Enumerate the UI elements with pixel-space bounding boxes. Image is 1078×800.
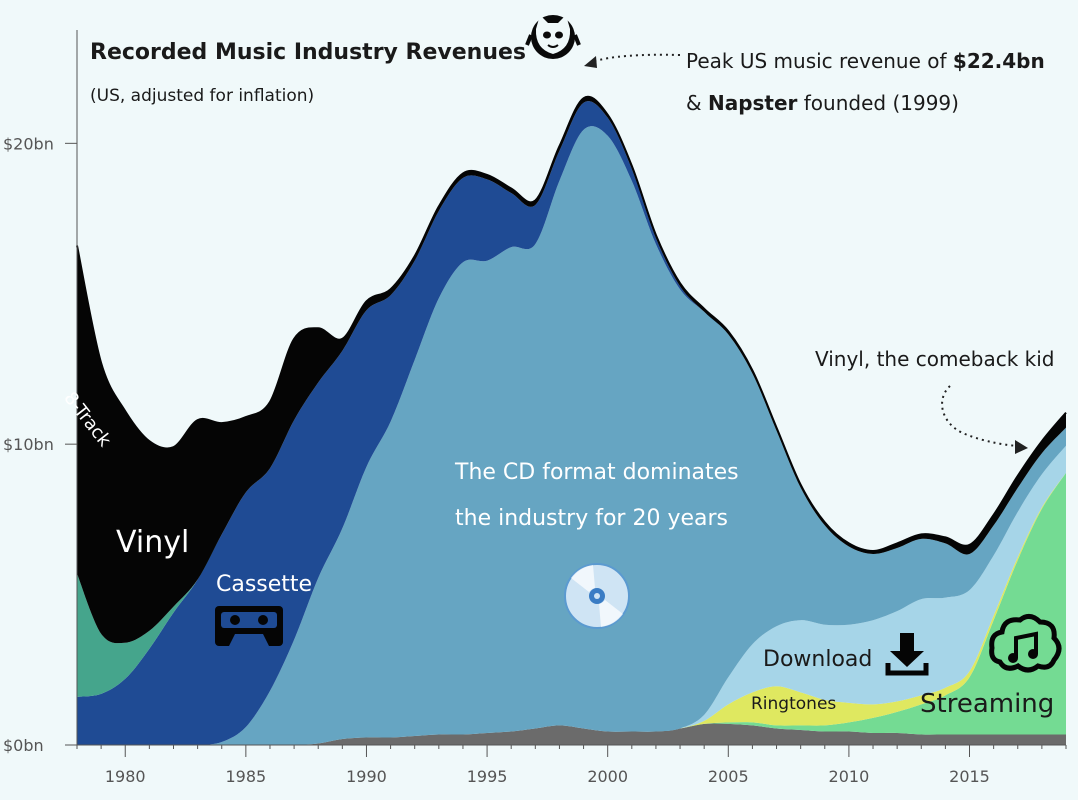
peak-annotation: Peak US music revenue of $22.4bn & Napst… (686, 40, 1045, 124)
compact-disc-icon (564, 563, 630, 629)
x-tick-label: 2005 (708, 767, 749, 786)
area-label-ringtones: Ringtones (751, 694, 837, 714)
area-download (77, 445, 1066, 746)
area-label-vinyl: Vinyl (116, 525, 190, 560)
area-cassette (77, 101, 1066, 746)
x-tick-label: 1980 (105, 767, 146, 786)
cassette-tape-icon (215, 606, 283, 646)
area-label-download: Download (763, 647, 873, 672)
total-revenue-line (76, 95, 1067, 553)
x-tick-label: 2010 (829, 767, 870, 786)
peak-arrow (584, 53, 681, 68)
x-tick-label: 1995 (467, 767, 508, 786)
area-vinyl (77, 96, 1066, 644)
x-tick-label: 1985 (225, 767, 266, 786)
area-label-cassette: Cassette (216, 572, 313, 597)
y-tick-label: $20bn (3, 134, 54, 153)
x-tick-label: 2000 (587, 767, 628, 786)
area-other (77, 723, 1066, 746)
peak-annotation-line1: Peak US music revenue of $22.4bn (686, 49, 1045, 73)
cd-annotation-line1: The CD format dominates (455, 460, 739, 485)
y-tick-label: $0bn (3, 736, 44, 755)
area-cd (77, 126, 1066, 746)
chart-title: Recorded Music Industry Revenues (90, 40, 527, 65)
axes: $0bn $10bn $20bn 1980 1985 1990 1995 2000 2005 20… (3, 30, 1067, 786)
stacked-areas (76, 95, 1067, 746)
x-tick-label: 1990 (346, 767, 387, 786)
peak-value: $22.4bn (952, 49, 1045, 73)
chart-subtitle: (US, adjusted for inflation) (90, 86, 315, 106)
download-icon (885, 633, 929, 676)
music-cloud-icon (989, 614, 1062, 673)
area-label-streaming: Streaming (920, 689, 1055, 719)
peak-annotation-line2: & Napster founded (1999) (686, 91, 959, 115)
y-tick-label: $10bn (3, 435, 54, 454)
vinyl-comeback-arrow (941, 385, 1028, 454)
x-tick-label: 2015 (949, 767, 990, 786)
napster-name: Napster (707, 91, 798, 115)
vinyl-comeback-annotation: Vinyl, the comeback kid (815, 347, 1055, 371)
area-streaming (77, 472, 1066, 746)
napster-cat-icon (525, 15, 581, 59)
cd-annotation: The CD format dominates the industry for… (455, 450, 739, 542)
cd-annotation-line2: the industry for 20 years (455, 506, 728, 531)
